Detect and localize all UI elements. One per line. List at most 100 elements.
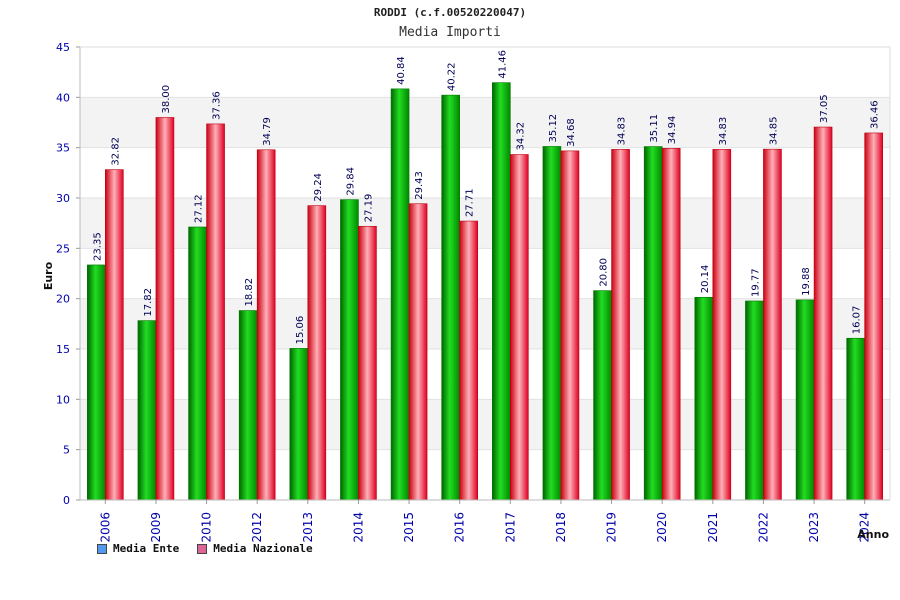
bar-ente	[492, 82, 511, 501]
y-tick-label: 20	[56, 293, 70, 306]
data-label-naz: 34.83	[617, 117, 628, 146]
x-tick-label: 2009	[149, 512, 163, 543]
bar-ente	[137, 320, 157, 501]
x-tick-label: 2019	[605, 512, 619, 543]
bar-ente	[694, 296, 714, 501]
data-label-naz: 36.46	[870, 100, 881, 129]
data-label-naz: 34.32	[515, 122, 526, 151]
bar-ente	[340, 199, 359, 501]
x-tick-label: 2021	[706, 512, 720, 543]
data-label-naz: 29.24	[313, 173, 324, 202]
chart-title: RODDI (c.f.00520220047)	[373, 6, 527, 19]
bar-ente	[87, 264, 106, 501]
bar-naz	[510, 154, 529, 501]
bar-ente	[795, 299, 815, 501]
data-label-naz: 29.43	[414, 171, 425, 200]
chart-subtitle: Media Importi	[399, 25, 501, 40]
bar-ente	[188, 226, 207, 501]
x-tick-label: 2024	[858, 512, 872, 543]
data-label-ente: 18.82	[244, 278, 255, 307]
legend-item-naz: Media Nazionale	[197, 542, 313, 555]
data-label-naz: 34.79	[262, 117, 273, 146]
x-tick-label: 2023	[807, 512, 821, 543]
data-label-naz: 34.68	[566, 118, 577, 147]
y-tick-label: 0	[63, 494, 70, 507]
legend-label-ente: Media Ente	[113, 542, 180, 555]
bar-naz	[256, 149, 276, 501]
legend-item-ente: Media Ente	[97, 542, 179, 555]
x-tick-label: 2010	[200, 512, 214, 543]
x-tick-label: 2022	[756, 512, 770, 543]
y-axis-label: Euro	[42, 261, 55, 290]
data-label-naz: 27.71	[465, 188, 476, 217]
data-label-ente: 29.84	[345, 167, 356, 196]
y-tick-label: 45	[56, 41, 70, 54]
data-label-ente: 40.84	[396, 56, 407, 85]
x-tick-label: 2015	[402, 512, 416, 543]
bar-naz	[358, 225, 377, 501]
bar-ente	[390, 88, 410, 501]
data-label-ente: 27.12	[194, 194, 205, 223]
bar-ente	[643, 146, 663, 501]
data-label-ente: 23.35	[92, 232, 103, 261]
bar-ente	[542, 146, 562, 501]
bar-naz	[712, 149, 732, 501]
y-tick-label: 5	[63, 444, 70, 457]
x-tick-label: 2006	[98, 512, 112, 543]
x-tick-label: 2017	[503, 512, 517, 543]
axes: 0 5 10 15 20 25 30 35 40 45 2006 2009 2010 2012 2013 20…	[56, 41, 891, 543]
x-tick-label: 2012	[250, 512, 264, 543]
x-axis-label: Anno	[857, 528, 889, 541]
bar-naz	[155, 117, 175, 501]
data-label-ente: 19.77	[750, 268, 761, 297]
legend: Media Ente Media Nazionale	[97, 542, 313, 555]
data-label-ente: 19.88	[801, 267, 812, 296]
bar-naz	[206, 123, 225, 501]
x-tick-label: 2020	[655, 512, 669, 543]
data-label-naz: 37.05	[819, 94, 830, 123]
y-tick-label: 30	[56, 192, 70, 205]
x-tick-label: 2018	[554, 512, 568, 543]
data-label-naz: 34.83	[718, 117, 729, 146]
bar-naz	[611, 149, 630, 501]
bar-naz	[408, 203, 428, 501]
data-label-naz: 37.36	[212, 91, 223, 120]
bar-naz	[864, 132, 883, 501]
data-label-naz: 32.82	[110, 137, 121, 166]
bar-ente	[745, 300, 764, 501]
bar-naz	[560, 150, 580, 501]
bar-ente	[238, 310, 258, 501]
data-label-ente: 20.80	[599, 258, 610, 287]
data-label-ente: 35.11	[649, 114, 660, 143]
bar-naz	[307, 205, 327, 501]
data-labels: 23.35 32.82 17.82 38.00 27.12 37.36 18.82 34.79…	[92, 50, 880, 344]
data-label-ente: 15.06	[295, 316, 306, 345]
data-label-ente: 41.46	[497, 50, 508, 79]
y-tick-label: 40	[56, 91, 70, 104]
data-label-ente: 16.07	[852, 306, 863, 335]
bar-ente	[846, 337, 865, 501]
data-label-ente: 40.22	[447, 62, 458, 91]
data-label-naz: 34.94	[667, 116, 678, 145]
bar-naz	[763, 148, 782, 501]
bar-naz	[813, 126, 833, 501]
bar-naz	[459, 220, 478, 501]
y-tick-label: 10	[56, 393, 70, 406]
data-label-ente: 20.14	[700, 265, 711, 294]
legend-swatch-ente	[97, 543, 107, 554]
x-tick-label: 2014	[351, 512, 365, 543]
bar-ente	[441, 94, 460, 501]
data-label-naz: 34.85	[768, 117, 779, 146]
legend-label-naz: Media Nazionale	[213, 542, 313, 555]
y-tick-label: 15	[56, 343, 70, 356]
bar-naz	[105, 169, 124, 501]
bar-ente	[289, 348, 309, 501]
x-tick-label: 2016	[453, 512, 467, 543]
data-label-ente: 35.12	[548, 114, 559, 143]
bar-ente	[593, 290, 612, 501]
data-label-naz: 27.19	[363, 194, 374, 223]
y-tick-label: 35	[56, 142, 70, 155]
data-label-ente: 17.82	[143, 288, 154, 317]
